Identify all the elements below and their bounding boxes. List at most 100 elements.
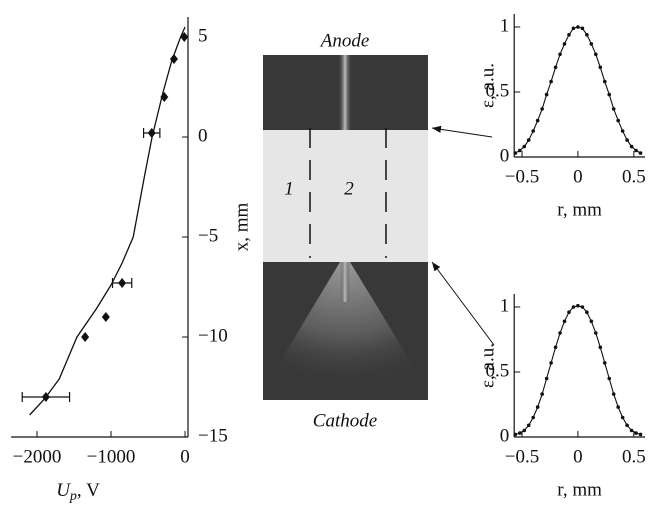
point xyxy=(567,310,571,315)
profile-line xyxy=(515,26,641,154)
x-tick-label: 0 xyxy=(180,446,190,467)
profile-line xyxy=(515,305,641,435)
x-label-unit: , V xyxy=(77,480,100,501)
point xyxy=(598,65,603,70)
point xyxy=(638,432,643,437)
arrow xyxy=(431,261,495,346)
discharge-image: 1 2 Anode Cathode xyxy=(263,30,428,431)
point xyxy=(571,305,576,309)
point xyxy=(580,305,585,309)
point xyxy=(634,148,638,153)
point xyxy=(544,92,549,97)
x-tick-label: −2000 xyxy=(13,446,62,467)
point xyxy=(620,415,625,420)
point xyxy=(522,428,527,433)
cathode-glow xyxy=(263,262,428,400)
gap-region xyxy=(263,130,428,262)
point xyxy=(553,345,558,350)
point xyxy=(589,42,594,46)
x-tick-label: 0.5 xyxy=(622,166,646,187)
cathode-label: Cathode xyxy=(313,410,377,431)
x-tick-label: −1000 xyxy=(87,446,136,467)
point xyxy=(101,312,110,322)
point xyxy=(634,431,638,435)
point xyxy=(118,278,127,288)
arrow xyxy=(431,125,493,138)
point xyxy=(594,52,598,57)
zone-label: 2 xyxy=(344,178,354,199)
y-axis-label: x, mm xyxy=(231,203,252,252)
y-tick-label: −15 xyxy=(198,425,228,446)
point xyxy=(625,423,629,428)
point xyxy=(638,151,643,155)
x-tick-label: 0 xyxy=(573,166,583,187)
y-tick-label: 0 xyxy=(500,425,510,446)
point xyxy=(531,129,536,133)
point xyxy=(589,319,594,324)
point xyxy=(616,118,620,123)
x-axis-label: Up, V xyxy=(56,480,100,504)
point xyxy=(160,92,169,102)
point xyxy=(629,428,634,433)
x-label-subscript: p xyxy=(69,489,77,504)
point xyxy=(607,376,612,381)
point xyxy=(576,303,580,308)
point xyxy=(517,431,522,435)
point xyxy=(611,392,616,396)
point xyxy=(526,138,531,142)
point xyxy=(147,128,156,138)
point xyxy=(616,405,620,409)
point xyxy=(625,138,629,142)
x-tick-label: 0.5 xyxy=(622,446,646,467)
x-axis-label: r, mm xyxy=(557,479,602,500)
point xyxy=(558,331,562,335)
point xyxy=(549,79,553,84)
point xyxy=(513,432,518,437)
point xyxy=(580,26,585,31)
y-tick-label: 1 xyxy=(500,295,510,316)
point xyxy=(567,33,571,37)
anode-label: Anode xyxy=(319,30,370,51)
point xyxy=(607,92,612,97)
y-tick-label: −10 xyxy=(198,325,228,346)
point xyxy=(531,415,536,420)
point xyxy=(598,345,603,350)
point xyxy=(629,144,634,149)
point xyxy=(558,52,562,57)
point xyxy=(594,331,598,335)
point xyxy=(169,54,178,64)
x-tick-label: 0 xyxy=(573,446,583,467)
point xyxy=(602,361,607,365)
point xyxy=(81,332,90,342)
y-tick-label: 5 xyxy=(198,25,208,46)
y-tick-label: 0 xyxy=(198,125,208,146)
point xyxy=(585,33,589,37)
x-axis-label: r, mm xyxy=(557,199,602,220)
point xyxy=(620,129,625,133)
point xyxy=(602,79,607,84)
point xyxy=(180,32,189,42)
y-axis-label: ε, a.u. xyxy=(478,343,499,388)
point xyxy=(576,25,580,29)
point xyxy=(562,319,567,324)
point xyxy=(549,361,553,365)
point xyxy=(553,65,558,70)
y-axis-label: ε, a.u. xyxy=(478,63,499,108)
zone-label: 1 xyxy=(284,178,294,199)
point xyxy=(571,26,576,31)
point xyxy=(522,144,527,149)
point xyxy=(562,42,567,46)
point xyxy=(526,423,531,428)
x-tick-label: −0.5 xyxy=(505,166,539,187)
x-label-symbol: U xyxy=(56,480,71,501)
point xyxy=(611,107,616,111)
point xyxy=(535,118,540,123)
point xyxy=(513,151,518,155)
x-tick-label: −0.5 xyxy=(505,446,539,467)
y-tick-label: 0 xyxy=(500,145,510,166)
point xyxy=(517,148,522,153)
y-tick-label: 0.5 xyxy=(485,80,509,101)
fit-curve xyxy=(29,26,186,416)
point xyxy=(585,310,589,315)
